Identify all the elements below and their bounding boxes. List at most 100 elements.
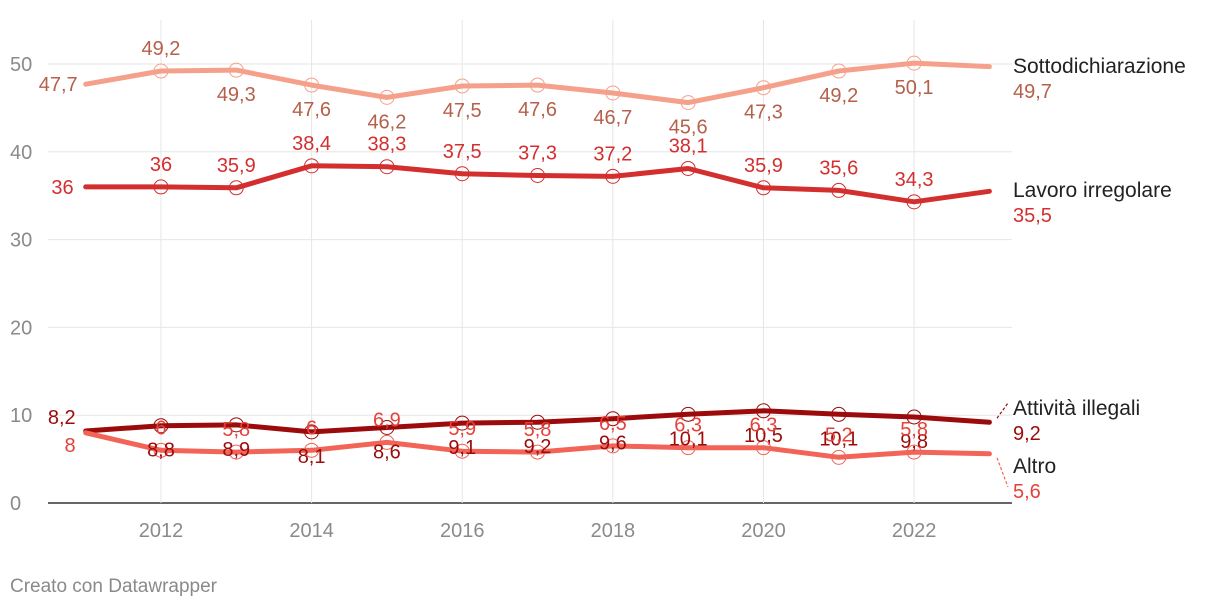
point-marker — [379, 159, 395, 175]
data-label: 35,9 — [217, 155, 256, 177]
series-name-label: Sottodichiarazione — [1013, 55, 1186, 78]
data-label: 5,9 — [448, 418, 476, 440]
data-label: 9,1 — [448, 437, 476, 459]
series-last-value-label: 5,6 — [1013, 481, 1041, 503]
series-last-value-label: 49,7 — [1013, 81, 1052, 103]
series-name-label: Altro — [1013, 455, 1056, 478]
y-tick-label: 0 — [10, 493, 21, 515]
y-tick-label: 40 — [10, 142, 32, 164]
point-marker — [530, 168, 546, 184]
point-marker — [228, 444, 244, 460]
point-marker — [680, 95, 696, 111]
point-marker — [530, 414, 546, 430]
point-marker — [304, 424, 320, 440]
point-markers — [153, 55, 922, 465]
x-tick-label: 2020 — [741, 520, 786, 542]
point-marker — [454, 166, 470, 182]
point-marker — [680, 160, 696, 176]
data-label: 47,3 — [744, 102, 783, 124]
series-last-value-label: 35,5 — [1013, 205, 1052, 227]
point-marker — [304, 77, 320, 93]
data-label: 35,6 — [819, 157, 858, 179]
data-label: 49,2 — [819, 85, 858, 107]
label-connector — [996, 402, 1009, 419]
x-tick-label: 2016 — [440, 520, 485, 542]
point-marker — [755, 440, 771, 456]
point-marker — [831, 63, 847, 79]
data-label: 9,2 — [524, 436, 552, 458]
data-label: 50,1 — [895, 77, 934, 99]
data-label: 37,5 — [443, 141, 482, 163]
point-marker — [454, 415, 470, 431]
x-tick-label: 2018 — [591, 520, 636, 542]
data-label: 49,3 — [217, 84, 256, 106]
x-tick-label: 2022 — [892, 520, 937, 542]
data-label: 10,1 — [819, 428, 858, 450]
point-marker — [228, 180, 244, 196]
data-label: 6,5 — [599, 413, 627, 435]
series-line-1 — [83, 163, 992, 205]
axis-labels: 0 10 20 30 40 50 2012 2014 2016 2018 2020 2022 — [10, 54, 936, 542]
series-last-value-label: 9,2 — [1013, 423, 1041, 445]
point-marker — [153, 179, 169, 195]
data-label: 37,3 — [518, 143, 557, 165]
data-label: 8,2 — [48, 407, 76, 429]
point-marker — [153, 63, 169, 79]
point-marker — [906, 194, 922, 210]
series-line-3 — [83, 430, 992, 460]
x-tick-label: 2014 — [289, 520, 334, 542]
label-connector — [996, 457, 1009, 488]
point-marker — [153, 442, 169, 458]
point-marker — [605, 85, 621, 101]
point-marker — [379, 434, 395, 450]
point-marker — [831, 449, 847, 465]
data-label: 5,8 — [222, 419, 250, 441]
data-label: 37,2 — [593, 143, 632, 165]
y-tick-label: 30 — [10, 230, 32, 252]
footer-credit: Creato con Datawrapper — [10, 576, 217, 597]
point-marker — [228, 62, 244, 78]
x-tick-label: 2012 — [139, 520, 184, 542]
data-label: 8,6 — [373, 441, 401, 463]
point-marker — [304, 442, 320, 458]
data-label: 5,8 — [900, 419, 928, 441]
data-label: 10,5 — [744, 425, 783, 447]
point-marker — [605, 411, 621, 427]
data-label: 36 — [51, 177, 73, 199]
point-marker — [906, 409, 922, 425]
data-labels: 47,7 49,2 49,3 47,6 46,2 47,5 47,6 46,7 45,6 47,3… — [39, 38, 934, 468]
data-label: 6 — [306, 417, 317, 439]
data-label: 45,6 — [669, 117, 708, 139]
point-marker — [304, 158, 320, 174]
point-marker — [755, 180, 771, 196]
y-tick-label: 50 — [10, 54, 32, 76]
point-marker — [379, 89, 395, 105]
data-label: 5,2 — [825, 424, 853, 446]
point-marker — [755, 80, 771, 96]
point-marker — [153, 418, 169, 434]
point-marker — [680, 406, 696, 422]
point-marker — [379, 419, 395, 435]
data-label: 36 — [150, 154, 172, 176]
data-label: 47,6 — [518, 99, 557, 121]
data-label: 8,1 — [298, 446, 326, 468]
point-marker — [605, 438, 621, 454]
point-marker — [228, 417, 244, 433]
series-name-label: Attività illegali — [1013, 397, 1140, 420]
point-marker — [831, 406, 847, 422]
point-marker — [755, 403, 771, 419]
data-label: 6,3 — [750, 415, 778, 437]
point-marker — [530, 444, 546, 460]
data-label: 8,9 — [222, 439, 250, 461]
series-lines — [83, 60, 992, 460]
data-label: 8 — [65, 435, 76, 457]
point-marker — [906, 55, 922, 71]
data-label: 9,8 — [900, 431, 928, 453]
series-name-labels: Sottodichiarazione 49,7 Lavoro irregolare 3… — [996, 55, 1186, 503]
data-label: 34,3 — [895, 169, 934, 191]
point-marker — [831, 182, 847, 198]
data-label: 9,6 — [599, 433, 627, 455]
series-name-label: Lavoro irregolare — [1013, 179, 1172, 202]
data-label: 5,8 — [524, 419, 552, 441]
